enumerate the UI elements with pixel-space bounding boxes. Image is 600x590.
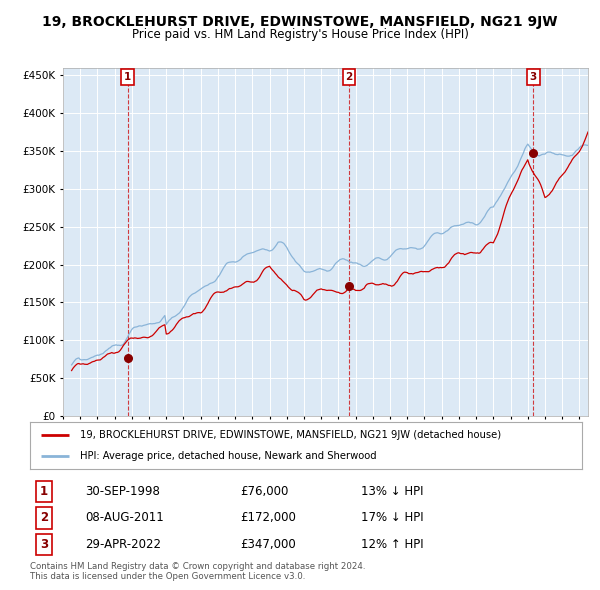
Text: 1: 1 (124, 72, 131, 82)
Text: 3: 3 (40, 538, 48, 551)
Text: 12% ↑ HPI: 12% ↑ HPI (361, 538, 424, 551)
Text: This data is licensed under the Open Government Licence v3.0.: This data is licensed under the Open Gov… (30, 572, 305, 581)
Text: 2: 2 (40, 512, 48, 525)
Text: £76,000: £76,000 (240, 485, 288, 498)
Text: HPI: Average price, detached house, Newark and Sherwood: HPI: Average price, detached house, Newa… (80, 451, 376, 461)
Text: 19, BROCKLEHURST DRIVE, EDWINSTOWE, MANSFIELD, NG21 9JW (detached house): 19, BROCKLEHURST DRIVE, EDWINSTOWE, MANS… (80, 430, 501, 440)
Text: 19, BROCKLEHURST DRIVE, EDWINSTOWE, MANSFIELD, NG21 9JW: 19, BROCKLEHURST DRIVE, EDWINSTOWE, MANS… (42, 15, 558, 29)
Text: 30-SEP-1998: 30-SEP-1998 (85, 485, 160, 498)
Text: 17% ↓ HPI: 17% ↓ HPI (361, 512, 424, 525)
Text: £172,000: £172,000 (240, 512, 296, 525)
Text: Contains HM Land Registry data © Crown copyright and database right 2024.: Contains HM Land Registry data © Crown c… (30, 562, 365, 571)
Text: 08-AUG-2011: 08-AUG-2011 (85, 512, 164, 525)
Text: 2: 2 (345, 72, 352, 82)
Text: 1: 1 (40, 485, 48, 498)
Text: Price paid vs. HM Land Registry's House Price Index (HPI): Price paid vs. HM Land Registry's House … (131, 28, 469, 41)
Text: £347,000: £347,000 (240, 538, 296, 551)
Text: 13% ↓ HPI: 13% ↓ HPI (361, 485, 424, 498)
Text: 29-APR-2022: 29-APR-2022 (85, 538, 161, 551)
Text: 3: 3 (530, 72, 537, 82)
